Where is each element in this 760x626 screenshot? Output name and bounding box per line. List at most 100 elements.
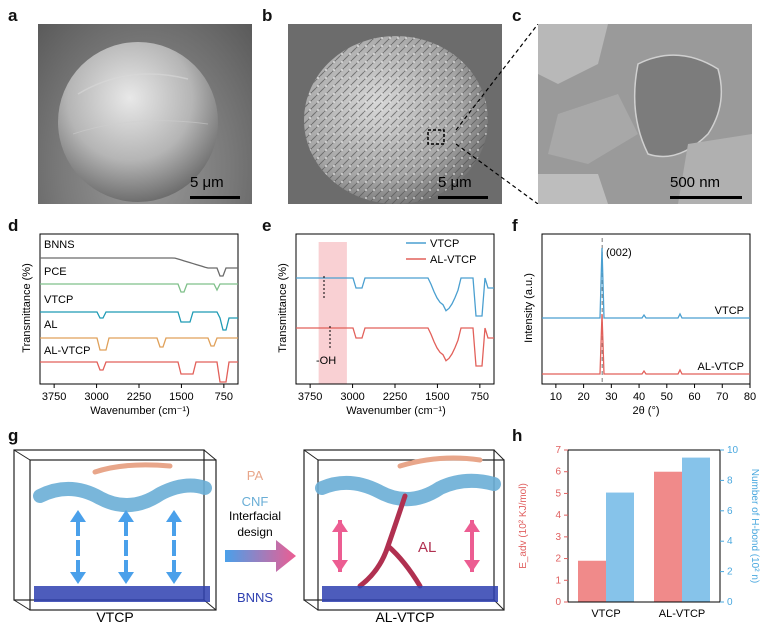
schematic-box-vtcp	[13, 449, 217, 611]
panel-label-b: b	[262, 6, 273, 25]
bar-h-1-0	[654, 471, 682, 602]
series-d-4	[40, 361, 238, 383]
category-label-h-0: VTCP	[591, 608, 620, 620]
scale-bar-text-c: 500 nm	[670, 174, 721, 191]
interfacial-design-arrow	[225, 540, 296, 572]
y-right-tick-label-5: 10	[727, 445, 739, 456]
x-tick-label-e-3: 1500	[425, 391, 449, 403]
pa-chain-left	[92, 462, 173, 475]
ylabel-h-right: Number of H-bond (10² n)	[749, 469, 760, 584]
category-label-h-1: AL-VTCP	[659, 608, 705, 620]
sem-image-a: 5 μm	[38, 24, 252, 204]
zoom-connector-lines	[455, 24, 539, 204]
bar-h-1-1	[682, 457, 710, 602]
ylabel-e: Transmittance (%)	[277, 263, 289, 352]
panel-label-a: a	[8, 6, 18, 25]
caption-al-vtcp: AL-VTCP	[375, 609, 434, 625]
series-d-0	[40, 257, 238, 277]
x-tick-label-d-4: 750	[215, 391, 233, 403]
series-f-1	[542, 313, 750, 375]
chart-f: 10 20 30 40 50 60 70 80 (002) VTCP AL-VTCP 2θ (…	[523, 233, 756, 417]
sem-sphere-smooth	[58, 42, 218, 202]
x-tick-label-e-2: 2250	[383, 391, 407, 403]
panel-label-c: c	[512, 6, 522, 25]
ylabel-h-left: E_adv (10² KJ/mol)	[518, 483, 529, 569]
y-left-tick-label-7: 7	[555, 445, 561, 456]
chart-d: 3750 3000 2250 1500 750 BNNS PCE VTCP AL AL-…	[21, 233, 239, 417]
legend-cnf: CNF	[242, 494, 269, 509]
bar-h-0-0	[578, 560, 606, 602]
x-tick-label-d-3: 1500	[169, 391, 193, 403]
panel-label-f: f	[512, 216, 518, 235]
y-left-tick-label-6: 6	[555, 467, 561, 478]
x-tick-label-f-0: 10	[550, 391, 562, 403]
chart-f-frame	[541, 233, 751, 385]
legend-d-4: AL-VTCP	[44, 345, 90, 357]
series-d-2	[40, 311, 238, 331]
x-tick-label-f-5: 60	[688, 391, 700, 403]
sem-closeup	[538, 24, 752, 204]
al-label: AL	[418, 539, 436, 556]
x-tick-label-f-7: 80	[744, 391, 756, 403]
legend-bnns: BNNS	[237, 590, 273, 605]
legend-e-1: AL-VTCP	[430, 254, 476, 266]
al-molecule	[357, 493, 423, 589]
chart-h: VTCP AL-VTCP 0 1 2 3 4 5 6 7 0 2 4 6 8 10 E_adv (10² KJ…	[518, 445, 760, 620]
x-tick-label-d-0: 3750	[42, 391, 66, 403]
arrow-text-1: Interfacial	[229, 509, 281, 523]
bnns-sheet-right	[322, 586, 498, 602]
x-tick-label-d-2: 2250	[127, 391, 151, 403]
caption-vtcp: VTCP	[96, 609, 133, 625]
x-tick-label-e-1: 3000	[340, 391, 364, 403]
x-tick-label-d-1: 3000	[84, 391, 108, 403]
x-tick-label-f-4: 50	[661, 391, 673, 403]
ylabel-d: Transmittance (%)	[21, 263, 33, 352]
xlabel-e: Wavenumber (cm⁻¹)	[346, 405, 446, 417]
legend-f-0: VTCP	[715, 305, 744, 317]
panel-label-g: g	[8, 426, 19, 445]
y-left-tick-label-1: 1	[555, 575, 561, 586]
y-left-tick-label-2: 2	[555, 554, 561, 565]
scale-bar-a	[190, 196, 240, 199]
series-d-1	[40, 283, 238, 293]
xlabel-f: 2θ (°)	[632, 405, 659, 417]
panel-label-h: h	[512, 426, 523, 445]
xlabel-d: Wavenumber (cm⁻¹)	[90, 405, 190, 417]
y-right-tick-label-3: 6	[727, 506, 733, 517]
peak-label-f: (002)	[606, 247, 632, 259]
cnf-chain-left	[33, 478, 212, 513]
x-tick-label-f-2: 30	[605, 391, 617, 403]
y-left-tick-label-4: 4	[555, 510, 561, 521]
chart-e: 3750 3000 2250 1500 750 VTCP AL-VTCP -OH Wav…	[277, 233, 495, 417]
x-tick-label-f-3: 40	[633, 391, 645, 403]
x-tick-label-f-1: 20	[577, 391, 589, 403]
bnns-sheet-left	[34, 586, 210, 602]
legend-d-3: AL	[44, 319, 57, 331]
arrow-text-2: design	[237, 525, 272, 539]
sem-sphere-rough	[304, 36, 488, 204]
y-left-tick-label-0: 0	[555, 597, 561, 608]
sem-image-c: 500 nm	[538, 24, 752, 204]
oh-annotation: -OH	[316, 355, 336, 367]
scale-bar-b	[438, 196, 488, 199]
cnf-chain-right	[315, 473, 501, 507]
pink-arrows	[332, 520, 480, 572]
scale-bar-text-a: 5 μm	[190, 174, 224, 191]
panel-label-e: e	[262, 216, 272, 235]
oh-highlight-band	[318, 242, 347, 384]
chart-h-frame	[567, 449, 721, 603]
legend-e-0: VTCP	[430, 238, 459, 250]
series-f-0	[542, 247, 750, 319]
schematic-box-al-vtcp	[303, 449, 505, 611]
blue-arrows	[70, 510, 182, 584]
legend-pa: PA	[247, 468, 264, 483]
x-tick-label-f-6: 70	[716, 391, 728, 403]
bar-h-0-1	[606, 492, 634, 602]
series-e-0	[296, 277, 494, 317]
y-left-tick-label-5: 5	[555, 488, 561, 499]
legend-f-1: AL-VTCP	[698, 361, 744, 373]
series-e-1	[296, 327, 494, 367]
scale-bar-c	[670, 196, 742, 199]
y-right-tick-label-0: 0	[727, 597, 733, 608]
legend-d-0: BNNS	[44, 239, 75, 251]
